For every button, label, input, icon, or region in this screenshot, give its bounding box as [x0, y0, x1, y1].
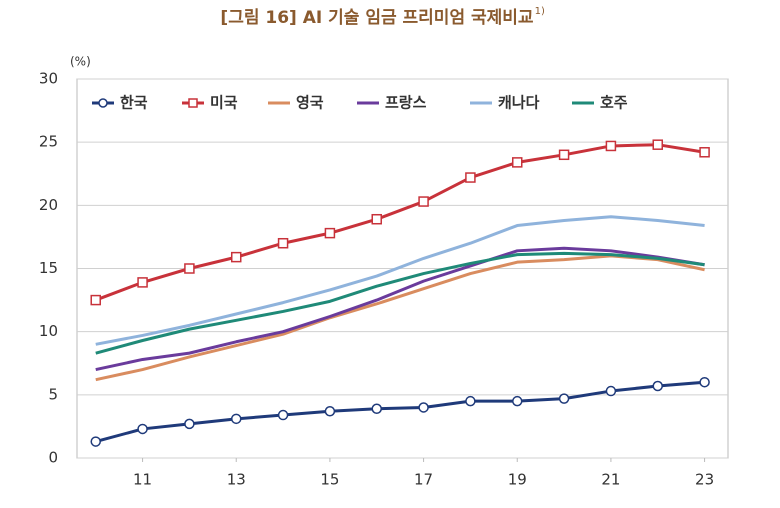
- series-line: [95, 380, 705, 444]
- legend-label: 영국: [296, 94, 324, 112]
- point: [511, 157, 523, 168]
- legend-label: 캐나다: [498, 94, 540, 112]
- point: [230, 251, 242, 263]
- title-note: 1): [535, 6, 545, 17]
- point: [277, 237, 289, 249]
- point: [652, 139, 663, 150]
- x-tick-label: 23: [695, 471, 714, 489]
- point: [605, 385, 617, 397]
- x-tick-label: 17: [414, 471, 433, 489]
- x-tick-label: 13: [227, 471, 246, 489]
- y-tick-label: 0: [48, 449, 58, 467]
- point: [90, 436, 101, 447]
- series-line: [95, 143, 705, 302]
- point: [418, 402, 429, 413]
- point: [184, 263, 195, 274]
- point: [324, 406, 336, 417]
- point: [558, 393, 570, 404]
- y-tick-label: 20: [39, 196, 58, 214]
- point: [465, 395, 476, 407]
- point: [699, 147, 710, 158]
- series-line: [95, 215, 705, 346]
- point: [137, 277, 148, 288]
- legend-label: 미국: [210, 94, 238, 112]
- series-line: [95, 246, 705, 372]
- y-tick-label: 25: [39, 133, 58, 151]
- x-tick-label: 11: [133, 471, 152, 489]
- point: [184, 418, 195, 430]
- y-tick-label: 15: [39, 259, 58, 277]
- point: [277, 409, 289, 421]
- point: [511, 395, 523, 407]
- legend-marker: [188, 98, 198, 108]
- y-tick-label: 30: [39, 70, 58, 88]
- x-tick-label: 21: [601, 471, 620, 489]
- series-line: [95, 254, 705, 382]
- series-line: [95, 251, 705, 355]
- legend-marker: [98, 98, 108, 108]
- legend-label: 호주: [600, 94, 628, 112]
- chart-title: [그림 16] AI 기술 임금 프리미엄 국제비교: [220, 7, 534, 28]
- point: [418, 196, 429, 207]
- point: [371, 213, 382, 225]
- point: [558, 149, 570, 161]
- point: [90, 294, 101, 306]
- point: [605, 140, 617, 152]
- legend-label: 한국: [120, 94, 148, 112]
- point: [230, 413, 242, 425]
- point: [324, 227, 336, 239]
- point: [652, 380, 663, 392]
- x-tick-label: 19: [508, 471, 527, 489]
- y-tick-label: 5: [48, 385, 58, 403]
- point: [465, 172, 476, 183]
- x-tick-label: 15: [320, 471, 339, 489]
- point: [699, 376, 710, 388]
- point: [371, 403, 382, 414]
- point: [137, 423, 148, 435]
- legend-label: 프랑스: [385, 94, 427, 112]
- y-tick-label: 10: [39, 322, 58, 340]
- y-axis-label: (%): [70, 55, 91, 69]
